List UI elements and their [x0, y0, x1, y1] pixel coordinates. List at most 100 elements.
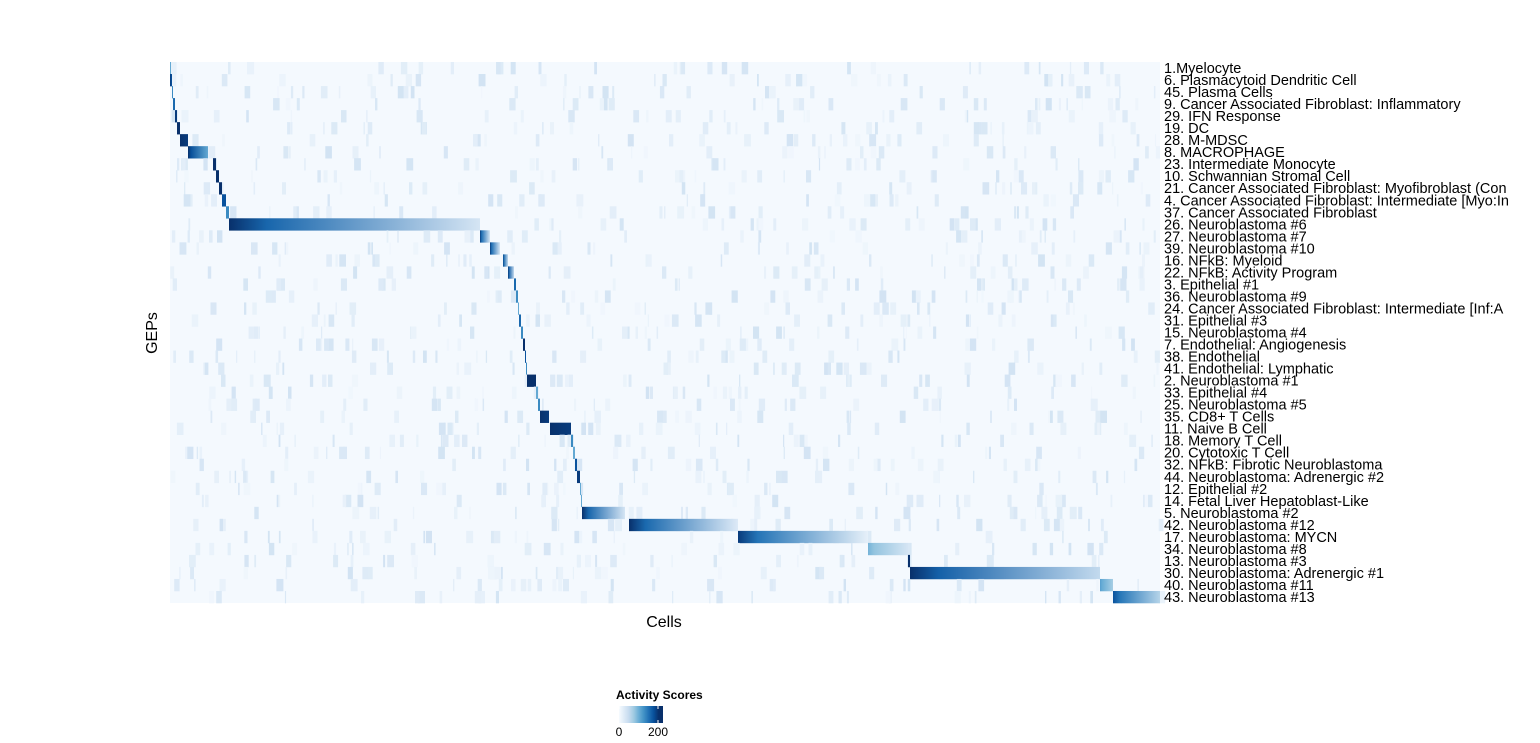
background-cell-stripe	[818, 158, 821, 171]
background-cell-stripe	[761, 98, 764, 111]
background-cell-stripe	[466, 530, 474, 544]
background-cell-stripe	[569, 122, 574, 135]
background-cell-stripe	[733, 542, 740, 556]
background-cell-stripe	[556, 494, 560, 508]
background-cell-stripe	[361, 482, 363, 496]
background-cell-stripe	[190, 194, 193, 207]
background-cell-stripe	[691, 206, 696, 219]
background-cell-stripe	[551, 218, 554, 231]
background-cell-stripe	[846, 590, 849, 604]
background-cell-stripe	[309, 134, 316, 147]
background-cell-stripe	[627, 134, 634, 147]
background-cell-stripe	[772, 494, 779, 508]
background-cell-stripe	[254, 554, 257, 568]
background-cell-stripe	[1031, 242, 1038, 255]
background-cell-stripe	[1098, 554, 1100, 568]
background-cell-stripe	[254, 350, 256, 363]
background-cell-stripe	[559, 434, 565, 448]
background-cell-stripe	[821, 278, 828, 291]
background-cell-stripe	[1123, 422, 1128, 435]
background-cell-stripe	[843, 134, 848, 147]
legend-tick-label: 0	[616, 725, 623, 739]
background-cell-stripe	[957, 506, 961, 520]
background-cell-stripe	[1099, 542, 1104, 556]
background-cell-stripe	[284, 458, 289, 472]
background-cell-stripe	[1113, 230, 1120, 243]
background-cell-stripe	[268, 386, 273, 399]
background-cell-stripe	[809, 242, 812, 255]
background-cell-stripe	[524, 542, 532, 556]
background-cell-stripe	[208, 398, 212, 411]
background-cell-stripe	[469, 506, 471, 520]
background-cell-stripe	[222, 134, 225, 147]
background-cell-stripe	[352, 338, 354, 351]
background-cell-stripe	[726, 122, 731, 135]
background-cell-stripe	[443, 146, 448, 159]
background-cell-stripe	[195, 542, 201, 556]
background-cell-stripe	[990, 266, 996, 279]
background-cell-stripe	[1135, 98, 1139, 111]
background-cell-stripe	[276, 278, 281, 291]
background-cell-stripe	[764, 122, 769, 135]
row-label: 11. Naive B Cell	[1164, 422, 1267, 438]
background-cell-stripe	[851, 74, 858, 87]
row-label: 31. Epithelial #3	[1164, 314, 1267, 330]
background-cell-stripe	[838, 590, 842, 604]
background-cell-stripe	[1100, 62, 1104, 75]
background-cell-stripe	[176, 170, 178, 183]
background-cell-stripe	[243, 566, 248, 580]
background-cell-stripe	[594, 566, 602, 580]
background-cell-stripe	[1142, 218, 1145, 231]
background-cell-stripe	[983, 98, 987, 111]
background-cell-stripe	[325, 146, 332, 159]
background-cell-stripe	[244, 530, 248, 544]
background-cell-stripe	[353, 266, 358, 279]
background-cell-stripe	[1105, 242, 1112, 255]
background-cell-stripe	[622, 326, 629, 339]
background-cell-stripe	[788, 422, 794, 435]
background-cell-stripe	[710, 446, 716, 460]
background-cell-stripe	[817, 470, 823, 484]
background-cell-stripe	[715, 422, 718, 435]
background-cell-stripe	[686, 194, 688, 207]
background-cell-stripe	[1046, 290, 1049, 303]
background-cell-stripe	[992, 338, 996, 351]
background-cell-stripe	[1056, 506, 1063, 520]
background-cell-stripe	[897, 350, 900, 363]
background-cell-stripe	[542, 122, 544, 135]
background-cell-stripe	[199, 230, 204, 243]
background-cell-stripe	[324, 338, 329, 351]
background-cell-stripe	[782, 146, 788, 159]
background-cell-stripe	[916, 122, 923, 135]
background-cell-stripe	[937, 458, 944, 472]
background-cell-stripe	[923, 398, 929, 411]
background-cell-stripe	[288, 386, 292, 399]
background-cell-stripe	[899, 170, 906, 183]
background-cell-stripe	[783, 326, 785, 339]
background-cell-stripe	[367, 74, 373, 87]
background-cell-stripe	[438, 446, 445, 460]
row-label: 23. Intermediate Monocyte	[1164, 157, 1336, 173]
background-cell-stripe	[895, 482, 900, 496]
background-cell-stripe	[705, 302, 713, 315]
background-cell-stripe	[619, 482, 623, 496]
background-cell-stripe	[529, 158, 535, 171]
background-cell-stripe	[284, 590, 287, 604]
background-cell-stripe	[177, 158, 180, 171]
background-cell-stripe	[740, 230, 744, 243]
heatmap-segment	[575, 458, 577, 472]
background-cell-stripe	[370, 362, 377, 375]
background-cell-stripe	[906, 182, 912, 195]
background-cell-stripe	[1021, 230, 1026, 243]
background-cell-stripe	[873, 194, 878, 207]
background-cell-stripe	[335, 302, 337, 315]
background-cell-stripe	[535, 134, 540, 147]
background-cell-stripe	[276, 494, 279, 508]
background-cell-stripe	[788, 146, 794, 159]
background-cell-stripe	[990, 410, 992, 423]
heatmap-segment	[226, 206, 229, 219]
background-cell-stripe	[587, 242, 591, 255]
background-cell-stripe	[216, 338, 223, 351]
background-cell-stripe	[565, 374, 571, 387]
background-cell-stripe	[866, 362, 872, 375]
